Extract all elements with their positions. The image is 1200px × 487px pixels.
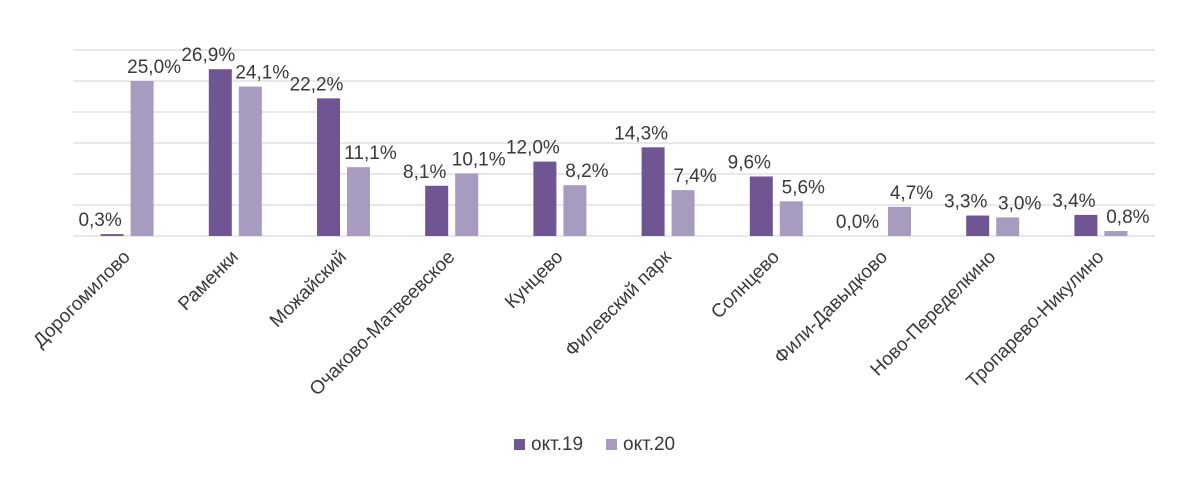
- bar-series-1: [533, 161, 557, 236]
- data-label: 14,3%: [614, 123, 668, 144]
- bar-series-2: [455, 173, 479, 236]
- category-label: Фили-Давыдково: [770, 247, 892, 369]
- bar-series-2: [347, 167, 370, 236]
- data-label: 24,1%: [235, 63, 289, 84]
- bar-series-2: [563, 185, 587, 236]
- data-label: 3,4%: [1052, 191, 1095, 212]
- bar-series-1: [966, 215, 990, 236]
- data-label: 9,6%: [728, 152, 771, 173]
- bar-series-1: [641, 147, 665, 236]
- category-label: Филевский парк: [561, 246, 676, 361]
- category-labels: Дорогомилово Раменки МожайскийОчаково-Матв…: [29, 246, 1108, 400]
- bar-series-1: [317, 98, 340, 236]
- data-label: 8,2%: [565, 161, 608, 182]
- data-labels: 0,3% 25,0%26,9%24,1%22,2% 11,1% 8,1% 10,1%12…: [78, 45, 1149, 233]
- data-label: 7,4%: [673, 166, 716, 187]
- category-label: Раменки: [174, 247, 242, 315]
- bar-series-2: [130, 81, 154, 236]
- data-label: 22,2%: [290, 74, 344, 95]
- category-label: Дорогомилово: [29, 247, 134, 352]
- legend-swatch: [514, 439, 525, 450]
- bar-series-2: [996, 217, 1020, 236]
- data-label: 3,3%: [944, 192, 987, 213]
- category-label: Можайский: [266, 247, 351, 332]
- data-label: 0,8%: [1106, 207, 1149, 228]
- legend: окт.19 окт.20: [514, 434, 675, 455]
- data-label: 8,1%: [403, 162, 446, 183]
- category-label: Кунцево: [501, 247, 567, 313]
- data-label: 5,6%: [782, 177, 825, 198]
- legend-label: окт.20: [623, 434, 675, 455]
- data-label: 10,1%: [452, 149, 506, 170]
- bar-series-2: [888, 206, 911, 236]
- data-label: 12,0%: [506, 138, 560, 159]
- bar-series-1: [1074, 214, 1098, 236]
- data-label: 3,0%: [998, 193, 1041, 214]
- bars: [100, 69, 1128, 236]
- bar-series-2: [671, 190, 695, 236]
- bar-series-2: [1104, 231, 1128, 236]
- bar-series-1: [749, 176, 773, 236]
- data-label: 11,1%: [344, 143, 397, 164]
- category-label: Солнцево: [707, 247, 783, 323]
- data-label: 0,3%: [78, 210, 121, 231]
- bar-series-2: [779, 201, 803, 236]
- data-label: 4,7%: [890, 183, 933, 204]
- data-label: 26,9%: [181, 45, 235, 66]
- bar-series-2: [238, 86, 262, 236]
- bar-series-1: [425, 185, 449, 236]
- legend-swatch: [606, 439, 617, 450]
- bar-series-1: [100, 234, 124, 236]
- data-label: 25,0%: [127, 57, 181, 78]
- data-label: 0,0%: [836, 212, 879, 233]
- legend-label: окт.19: [531, 434, 583, 455]
- bar-series-1: [208, 69, 232, 236]
